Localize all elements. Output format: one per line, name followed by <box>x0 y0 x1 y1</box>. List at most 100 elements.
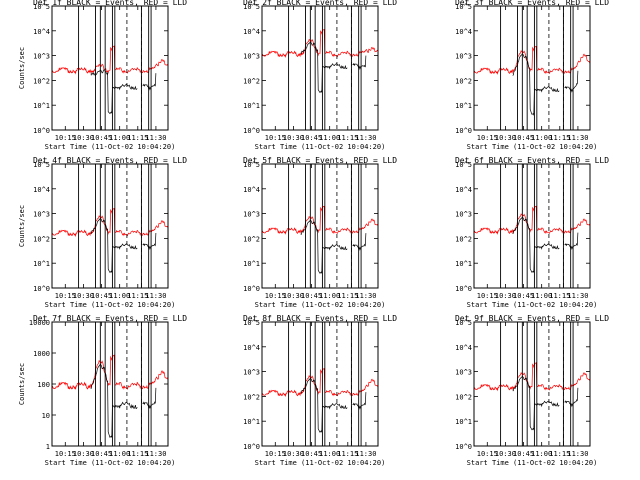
series-line-events <box>300 377 367 434</box>
y-tick-label: 10^1 <box>33 260 50 268</box>
x-tick-label: 10:30 <box>73 292 94 300</box>
x-tick-label: 11:00 <box>109 292 130 300</box>
x-tick-label: 10:15 <box>477 134 498 142</box>
x-tick-label: 10:15 <box>265 292 286 300</box>
x-tick-label: 10:30 <box>283 134 304 142</box>
y-axis-label: Counts/sec <box>18 363 26 405</box>
x-tick-label: 10:30 <box>495 134 516 142</box>
y-tick-label: 10^1 <box>455 260 472 268</box>
x-tick-label: 11:30 <box>567 450 588 458</box>
x-tick-label: 11:00 <box>109 450 130 458</box>
chart-title: Det 7f BLACK = Events, RED = LLD <box>33 314 187 323</box>
plot-frame <box>473 321 591 447</box>
y-tick-label: 10^2 <box>455 393 472 401</box>
plot-frame <box>51 163 169 289</box>
y-tick-label: 10 <box>42 412 50 420</box>
y-tick-label: 10^2 <box>243 235 260 243</box>
x-tick-label: 10:45 <box>301 134 322 142</box>
x-tick-label: 11:00 <box>531 292 552 300</box>
y-tick-label: 10^2 <box>33 77 50 85</box>
x-tick-label: 11:15 <box>127 134 148 142</box>
y-tick-label: 10^5 <box>455 161 472 169</box>
x-tick-label: 10:30 <box>283 450 304 458</box>
y-tick-label: 10^2 <box>33 235 50 243</box>
x-tick-label: 10:15 <box>55 134 76 142</box>
series-line-events <box>512 375 579 431</box>
series-line-lld <box>51 45 169 75</box>
y-tick-label: 10^0 <box>243 285 260 293</box>
y-tick-label: 10^1 <box>243 102 260 110</box>
y-tick-label: 10^3 <box>243 53 260 61</box>
y-tick-label: 10^2 <box>455 235 472 243</box>
x-tick-label: 11:00 <box>109 134 130 142</box>
y-tick-label: 10000 <box>29 319 50 327</box>
x-tick-label: 10:45 <box>91 292 112 300</box>
x-axis-label: Start Time (11-Oct-02 10:04:20) <box>45 459 176 467</box>
y-tick-label: 10^4 <box>243 344 260 352</box>
x-tick-label: 10:15 <box>477 292 498 300</box>
y-tick-label: 10^2 <box>455 77 472 85</box>
series-line-lld <box>473 362 591 392</box>
x-tick-label: 10:30 <box>495 292 516 300</box>
x-tick-label: 10:15 <box>55 450 76 458</box>
x-tick-label: 10:45 <box>91 450 112 458</box>
x-tick-label: 10:30 <box>73 134 94 142</box>
x-tick-label: 11:30 <box>145 292 166 300</box>
x-tick-label: 10:45 <box>513 134 534 142</box>
y-tick-label: 10^0 <box>33 285 50 293</box>
series-line-events <box>90 217 157 274</box>
x-tick-label: 10:30 <box>495 450 516 458</box>
chart-title: Det 4f BLACK = Events, RED = LLD <box>33 156 187 165</box>
series-line-lld <box>473 45 591 75</box>
chart-panel-8: Det 8f BLACK = Events, RED = LLD 10^0 10^1… <box>243 314 397 467</box>
x-tick-label: 11:30 <box>355 450 376 458</box>
series-line-events <box>90 69 157 115</box>
y-tick-label: 10^1 <box>243 418 260 426</box>
y-tick-label: 10^2 <box>243 393 260 401</box>
x-tick-label: 11:00 <box>531 450 552 458</box>
x-tick-label: 11:30 <box>567 292 588 300</box>
series-line-lld <box>261 28 379 59</box>
series-line-events <box>90 363 157 439</box>
x-tick-label: 10:45 <box>513 450 534 458</box>
x-tick-label: 10:30 <box>283 292 304 300</box>
y-tick-label: 10^0 <box>243 127 260 135</box>
series-line-lld <box>51 354 169 390</box>
series-line-events <box>512 216 579 274</box>
series-line-lld <box>261 367 379 398</box>
x-tick-label: 11:15 <box>549 292 570 300</box>
x-axis-label: Start Time (11-Oct-02 10:04:20) <box>45 301 176 309</box>
x-axis-label: Start Time (11-Oct-02 10:04:20) <box>467 459 598 467</box>
y-tick-label: 10^0 <box>455 127 472 135</box>
x-tick-label: 11:15 <box>127 450 148 458</box>
plot-frame <box>261 5 379 131</box>
y-tick-label: 10^3 <box>455 53 472 61</box>
plot-frame <box>473 163 591 289</box>
y-tick-label: 10^3 <box>455 369 472 377</box>
plot-frame <box>261 321 379 447</box>
y-tick-label: 10^3 <box>455 211 472 219</box>
y-tick-label: 10^5 <box>243 161 260 169</box>
y-tick-label: 10^4 <box>243 28 260 36</box>
y-tick-label: 10^0 <box>243 443 260 451</box>
x-tick-label: 11:00 <box>319 450 340 458</box>
y-tick-label: 1000 <box>33 350 50 358</box>
y-tick-label: 10^4 <box>33 28 50 36</box>
y-tick-label: 10^0 <box>33 127 50 135</box>
chart-panel-4: Det 4f BLACK = Events, RED = LLD Counts/s… <box>18 156 187 309</box>
chart-panel-1: Det 1f BLACK = Events, RED = LLD Counts/s… <box>18 0 187 151</box>
series-line-events <box>300 41 367 94</box>
x-tick-label: 10:45 <box>91 134 112 142</box>
y-tick-label: 10^4 <box>243 186 260 194</box>
y-tick-label: 1 <box>46 443 50 451</box>
series-line-events <box>300 219 367 275</box>
y-tick-label: 10^3 <box>243 211 260 219</box>
x-tick-label: 11:30 <box>145 134 166 142</box>
chart-title: Det 5f BLACK = Events, RED = LLD <box>243 156 397 165</box>
y-tick-label: 10^2 <box>243 77 260 85</box>
y-tick-label: 10^1 <box>33 102 50 110</box>
y-axis-label: Counts/sec <box>18 205 26 247</box>
x-axis-label: Start Time (11-Oct-02 10:04:20) <box>255 143 386 151</box>
y-tick-label: 10^4 <box>455 344 472 352</box>
